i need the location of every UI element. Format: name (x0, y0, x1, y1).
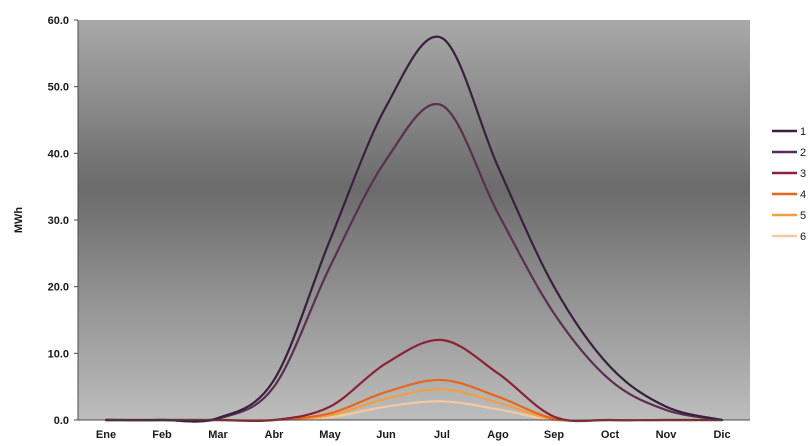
x-tick-label: Jun (376, 429, 396, 441)
y-tick-labels: 0.0 10.0 20.0 30.0 40.0 50.0 60.0 (48, 15, 78, 427)
legend: 1 2 3 4 5 6 (772, 126, 806, 243)
x-tick-label: Feb (152, 429, 172, 441)
legend-label: 4 (800, 189, 806, 201)
x-tick-label: Oct (601, 429, 620, 441)
x-tick-label: Mar (208, 429, 228, 441)
legend-label: 3 (800, 168, 806, 180)
y-tick-label: 10.0 (48, 348, 69, 360)
x-tick-label: Sep (544, 429, 564, 441)
y-tick-label: 60.0 (48, 15, 69, 27)
y-tick-label: 30.0 (48, 215, 69, 227)
x-tick-label: Ago (487, 429, 509, 441)
legend-label: 6 (800, 231, 806, 243)
plot-area (78, 20, 750, 420)
legend-label: 1 (800, 126, 806, 138)
x-tick-label: Dic (713, 429, 730, 441)
y-axis-title: MWh (13, 207, 25, 234)
y-tick-label: 20.0 (48, 282, 69, 294)
series-line-1 (104, 35, 724, 423)
x-tick-label: Jul (434, 429, 450, 441)
x-tick-label: Nov (656, 429, 678, 441)
y-tick-label: 0.0 (54, 415, 69, 427)
y-tick-label: 50.0 (48, 82, 69, 94)
x-tick-label: Abr (265, 429, 285, 441)
x-tick-label: Ene (96, 429, 116, 441)
x-tick-label: May (319, 429, 341, 441)
legend-label: 5 (800, 210, 806, 222)
x-tick-labels: Ene Feb Mar Abr May Jun Jul Ago Sep Oct Nov Dic (96, 429, 731, 441)
legend-label: 2 (800, 147, 806, 159)
y-tick-label: 40.0 (48, 148, 69, 160)
